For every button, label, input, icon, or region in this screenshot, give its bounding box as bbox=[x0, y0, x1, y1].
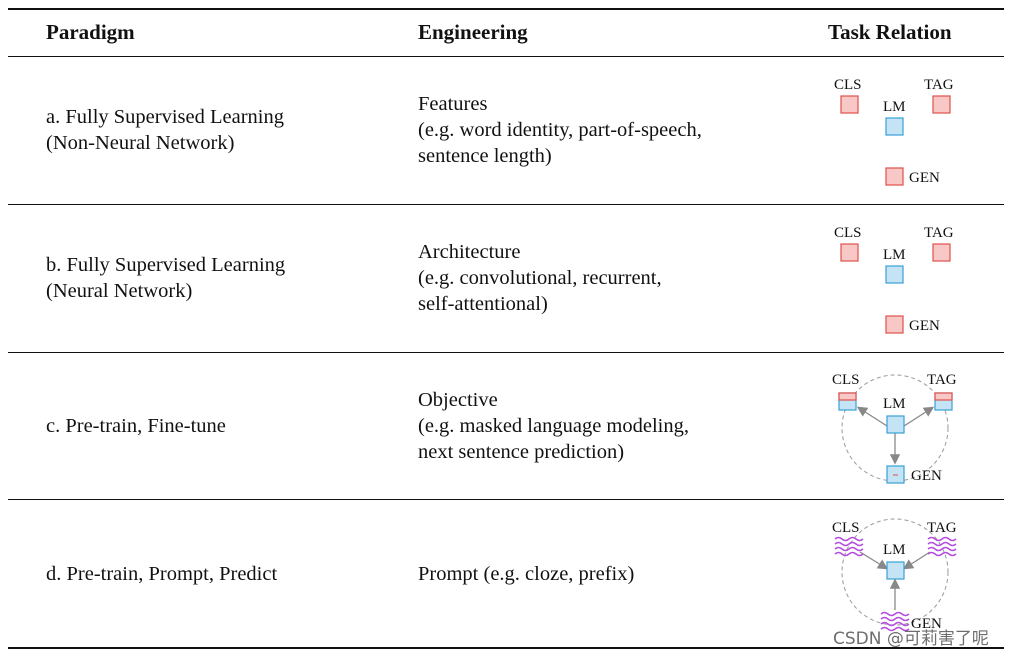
tag-head-box bbox=[934, 392, 953, 411]
row-a-task-diagram: CLS TAG LM GEN bbox=[820, 66, 980, 206]
row-a-engineering-line-2: (e.g. word identity, part-of-speech, bbox=[418, 119, 702, 141]
row-a-paradigm-line-2: (Non-Neural Network) bbox=[46, 132, 235, 154]
fine-tune-diagram: CLS TAG LM GEN bbox=[832, 372, 957, 484]
lm-label: LM bbox=[883, 396, 906, 412]
tag-label: TAG bbox=[927, 372, 957, 388]
separate-tasks-diagram: CLS TAG LM GEN bbox=[834, 225, 954, 334]
row-b-engineering: Architecture (e.g. convolutional, recurr… bbox=[418, 239, 662, 317]
gen-task-box bbox=[885, 315, 904, 334]
row-b-engineering-line-1: Architecture bbox=[418, 241, 521, 263]
cls-label: CLS bbox=[832, 372, 860, 388]
arrow-lm-to-cls bbox=[856, 406, 888, 427]
csdn-watermark: CSDN @可莉害了呢 bbox=[833, 629, 989, 649]
row-b-paradigm: b. Fully Supervised Learning (Neural Net… bbox=[46, 252, 285, 304]
gen-prompt-wave-icon bbox=[880, 611, 910, 632]
cls-label: CLS bbox=[834, 77, 862, 93]
row-b-engineering-line-3: self-attentional) bbox=[418, 293, 548, 315]
tag-prompt-wave-icon bbox=[927, 536, 957, 557]
cls-head-box bbox=[838, 392, 857, 411]
row-c-engineering-line-3: next sentence prediction) bbox=[418, 441, 625, 463]
column-header-paradigm: Paradigm bbox=[46, 20, 135, 44]
row-c-engineering-line-2: (e.g. masked language modeling, bbox=[418, 415, 689, 437]
tag-label: TAG bbox=[924, 225, 954, 241]
row-b-paradigm-line-2: (Neural Network) bbox=[46, 280, 193, 302]
cls-prompt-wave-icon bbox=[834, 536, 864, 557]
row-c-engineering: Objective (e.g. masked language modeling… bbox=[418, 387, 689, 465]
column-header-task-relation: Task Relation bbox=[828, 20, 952, 44]
arrow-lm-to-tag bbox=[903, 406, 935, 427]
column-header-engineering: Engineering bbox=[418, 20, 528, 44]
lm-label: LM bbox=[883, 99, 906, 115]
cls-task-box bbox=[840, 243, 859, 262]
row-c-engineering-line-1: Objective bbox=[418, 389, 498, 411]
lm-box bbox=[886, 561, 905, 580]
row-divider-3 bbox=[8, 499, 1004, 500]
gen-label: GEN bbox=[909, 170, 940, 186]
lm-label: LM bbox=[883, 247, 906, 263]
table-top-rule bbox=[8, 8, 1004, 10]
row-divider-2 bbox=[8, 352, 1004, 353]
tag-task-box bbox=[932, 243, 951, 262]
lm-box bbox=[885, 117, 904, 136]
arrow-tag-prompt-to-lm bbox=[902, 551, 931, 570]
table-bottom-rule bbox=[8, 647, 1004, 649]
tag-label: TAG bbox=[924, 77, 954, 93]
gen-label: GEN bbox=[909, 318, 940, 334]
cls-label: CLS bbox=[832, 520, 860, 536]
gen-head-box bbox=[886, 465, 905, 484]
arrow-cls-prompt-to-lm bbox=[859, 551, 889, 570]
lm-box bbox=[886, 415, 905, 434]
row-b-paradigm-line-1: b. Fully Supervised Learning bbox=[46, 254, 286, 276]
gen-label: GEN bbox=[911, 468, 942, 484]
row-c-task-diagram: CLS TAG LM GEN bbox=[820, 362, 980, 502]
lm-box bbox=[885, 265, 904, 284]
separate-tasks-diagram: CLS TAG LM GEN bbox=[834, 77, 954, 186]
row-a-paradigm: a. Fully Supervised Learning (Non-Neural… bbox=[46, 104, 284, 156]
row-b-task-diagram: CLS TAG LM GEN bbox=[820, 214, 980, 354]
tag-label: TAG bbox=[927, 520, 957, 536]
row-d-engineering-line-1: Prompt (e.g. cloze, prefix) bbox=[418, 563, 635, 585]
header-rule bbox=[8, 56, 1004, 57]
cls-label: CLS bbox=[834, 225, 862, 241]
gen-task-box bbox=[885, 167, 904, 186]
row-d-paradigm: d. Pre-train, Prompt, Predict bbox=[46, 561, 277, 587]
row-d-paradigm-line-1: d. Pre-train, Prompt, Predict bbox=[46, 563, 278, 585]
lm-label: LM bbox=[883, 542, 906, 558]
row-b-engineering-line-2: (e.g. convolutional, recurrent, bbox=[418, 267, 662, 289]
row-divider-1 bbox=[8, 204, 1004, 205]
row-a-engineering: Features (e.g. word identity, part-of-sp… bbox=[418, 91, 702, 169]
shared-model-circle bbox=[841, 374, 949, 482]
cls-task-box bbox=[840, 95, 859, 114]
row-a-engineering-line-1: Features bbox=[418, 93, 488, 115]
row-c-paradigm-line-1: c. Pre-train, Fine-tune bbox=[46, 415, 226, 437]
tag-task-box bbox=[932, 95, 951, 114]
row-c-paradigm: c. Pre-train, Fine-tune bbox=[46, 413, 226, 439]
row-d-task-diagram: CLS TAG LM GEN bbox=[820, 510, 980, 650]
row-a-engineering-line-3: sentence length) bbox=[418, 145, 552, 167]
shared-model-circle bbox=[841, 518, 949, 626]
row-d-engineering: Prompt (e.g. cloze, prefix) bbox=[418, 561, 634, 587]
row-a-paradigm-line-1: a. Fully Supervised Learning bbox=[46, 106, 284, 128]
prompt-diagram: CLS TAG LM GEN bbox=[832, 518, 957, 632]
gen-label: GEN bbox=[911, 616, 942, 632]
